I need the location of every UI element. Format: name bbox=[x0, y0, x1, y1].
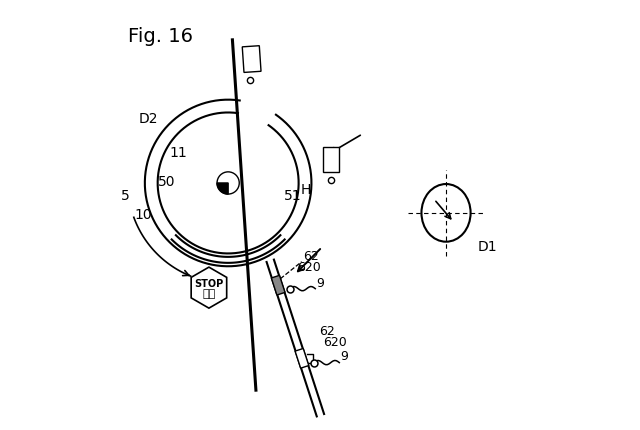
Text: 10: 10 bbox=[134, 208, 152, 222]
Text: Fig. 16: Fig. 16 bbox=[128, 27, 193, 46]
Polygon shape bbox=[243, 46, 261, 72]
Text: 5: 5 bbox=[122, 189, 130, 203]
Polygon shape bbox=[191, 267, 227, 308]
Text: D1: D1 bbox=[477, 240, 497, 254]
Text: 9: 9 bbox=[317, 276, 324, 289]
Wedge shape bbox=[217, 183, 228, 194]
Text: 11: 11 bbox=[170, 146, 188, 160]
Polygon shape bbox=[271, 275, 285, 295]
Text: 50: 50 bbox=[157, 175, 175, 189]
Text: 51: 51 bbox=[284, 189, 301, 203]
Text: D2: D2 bbox=[138, 112, 158, 126]
Text: 62: 62 bbox=[319, 325, 335, 338]
Polygon shape bbox=[323, 147, 339, 172]
Text: STOP: STOP bbox=[195, 279, 223, 289]
Text: 62: 62 bbox=[303, 249, 319, 263]
Text: 620: 620 bbox=[298, 261, 321, 274]
Text: H: H bbox=[301, 183, 311, 197]
Text: 620: 620 bbox=[323, 335, 347, 348]
Polygon shape bbox=[295, 348, 308, 368]
Text: 停止: 停止 bbox=[202, 289, 216, 298]
Text: 9: 9 bbox=[340, 350, 348, 363]
